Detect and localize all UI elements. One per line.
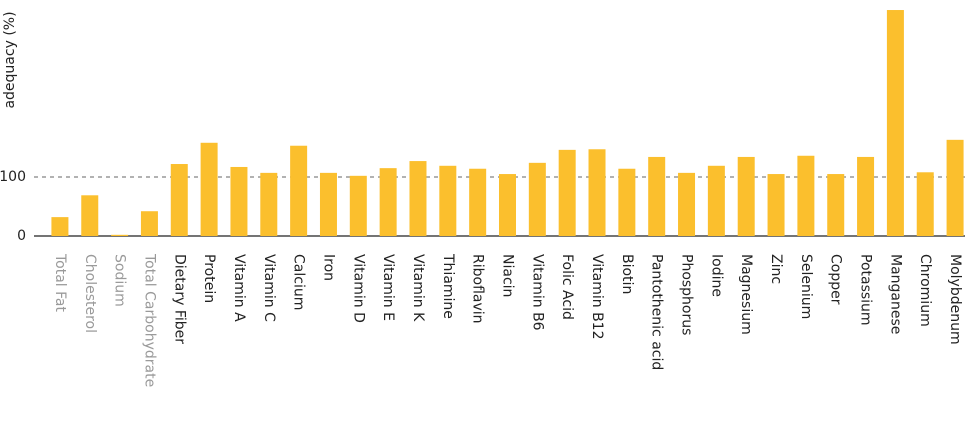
x-tick-label: Vitamin E [380, 254, 396, 321]
bar [260, 172, 278, 236]
bar [469, 168, 487, 236]
bar [140, 211, 158, 236]
bar [230, 166, 248, 236]
x-tick-label: Thiamine [440, 253, 456, 319]
bar [707, 165, 725, 236]
x-tick-label: Chromium [917, 254, 933, 327]
bar [170, 164, 188, 236]
bar [349, 175, 367, 236]
bar [946, 139, 964, 236]
bar [916, 172, 934, 236]
x-tick-label: Dietary Fiber [171, 254, 187, 344]
x-tick-label: Biotin [619, 254, 635, 294]
x-tick-label: Magnesium [738, 254, 754, 335]
bar [797, 155, 815, 236]
x-tick-label: Vitamin A [231, 254, 247, 322]
bar [857, 156, 875, 236]
bar [618, 168, 636, 236]
x-tick-label: Calcium [291, 254, 307, 310]
x-tick-label: Iodine [708, 254, 724, 297]
x-tick-label: Zinc [768, 254, 784, 284]
x-tick-label: Vitamin K [410, 254, 426, 322]
bar [827, 174, 845, 236]
x-tick-label: Vitamin B6 [529, 254, 545, 331]
y-tick-label: 100 [0, 169, 26, 185]
bar [439, 165, 457, 236]
bar [886, 10, 904, 237]
bar [558, 149, 576, 236]
bar [499, 174, 516, 236]
bar [51, 217, 69, 236]
x-tick-label: Vitamin D [350, 254, 366, 323]
bar [200, 142, 218, 236]
x-tick-label: Vitamin B12 [589, 254, 605, 340]
x-tick-label: Potassium [858, 254, 874, 326]
bar [81, 195, 99, 236]
bar [319, 172, 337, 236]
y-axis-label: adequacy (%) [2, 11, 18, 108]
bar [737, 156, 755, 236]
x-tick-label: Vitamin C [261, 254, 277, 322]
bar [409, 161, 427, 236]
bar [648, 156, 666, 236]
bar [588, 149, 606, 236]
x-tick-label: Iron [320, 254, 336, 281]
bar [290, 145, 308, 236]
x-tick-label: Molybdenum [947, 254, 963, 345]
bar [111, 234, 129, 236]
x-tick-label: Niacin [500, 254, 516, 297]
x-tick-label: Riboflavin [470, 254, 486, 324]
x-tick-label: Pantothenic acid [649, 254, 665, 370]
x-tick-label: Folic Acid [559, 254, 575, 320]
x-tick-label: Cholesterol [82, 254, 98, 333]
bar [767, 174, 785, 236]
bar [379, 168, 397, 236]
x-tick-label: Phosphorus [679, 254, 695, 335]
x-tick-label: Total Fat [52, 253, 68, 312]
x-tick-label: Manganese [887, 254, 903, 334]
x-tick-label: Protein [201, 254, 217, 303]
x-tick-label: Selenium [798, 254, 814, 319]
bar [528, 162, 546, 236]
y-tick-label: 0 [17, 228, 26, 244]
x-tick-label: Sodium [112, 254, 128, 307]
bar [678, 172, 696, 236]
x-tick-label: Copper [828, 254, 844, 305]
x-tick-label: Total Carbohydrate [141, 253, 157, 387]
